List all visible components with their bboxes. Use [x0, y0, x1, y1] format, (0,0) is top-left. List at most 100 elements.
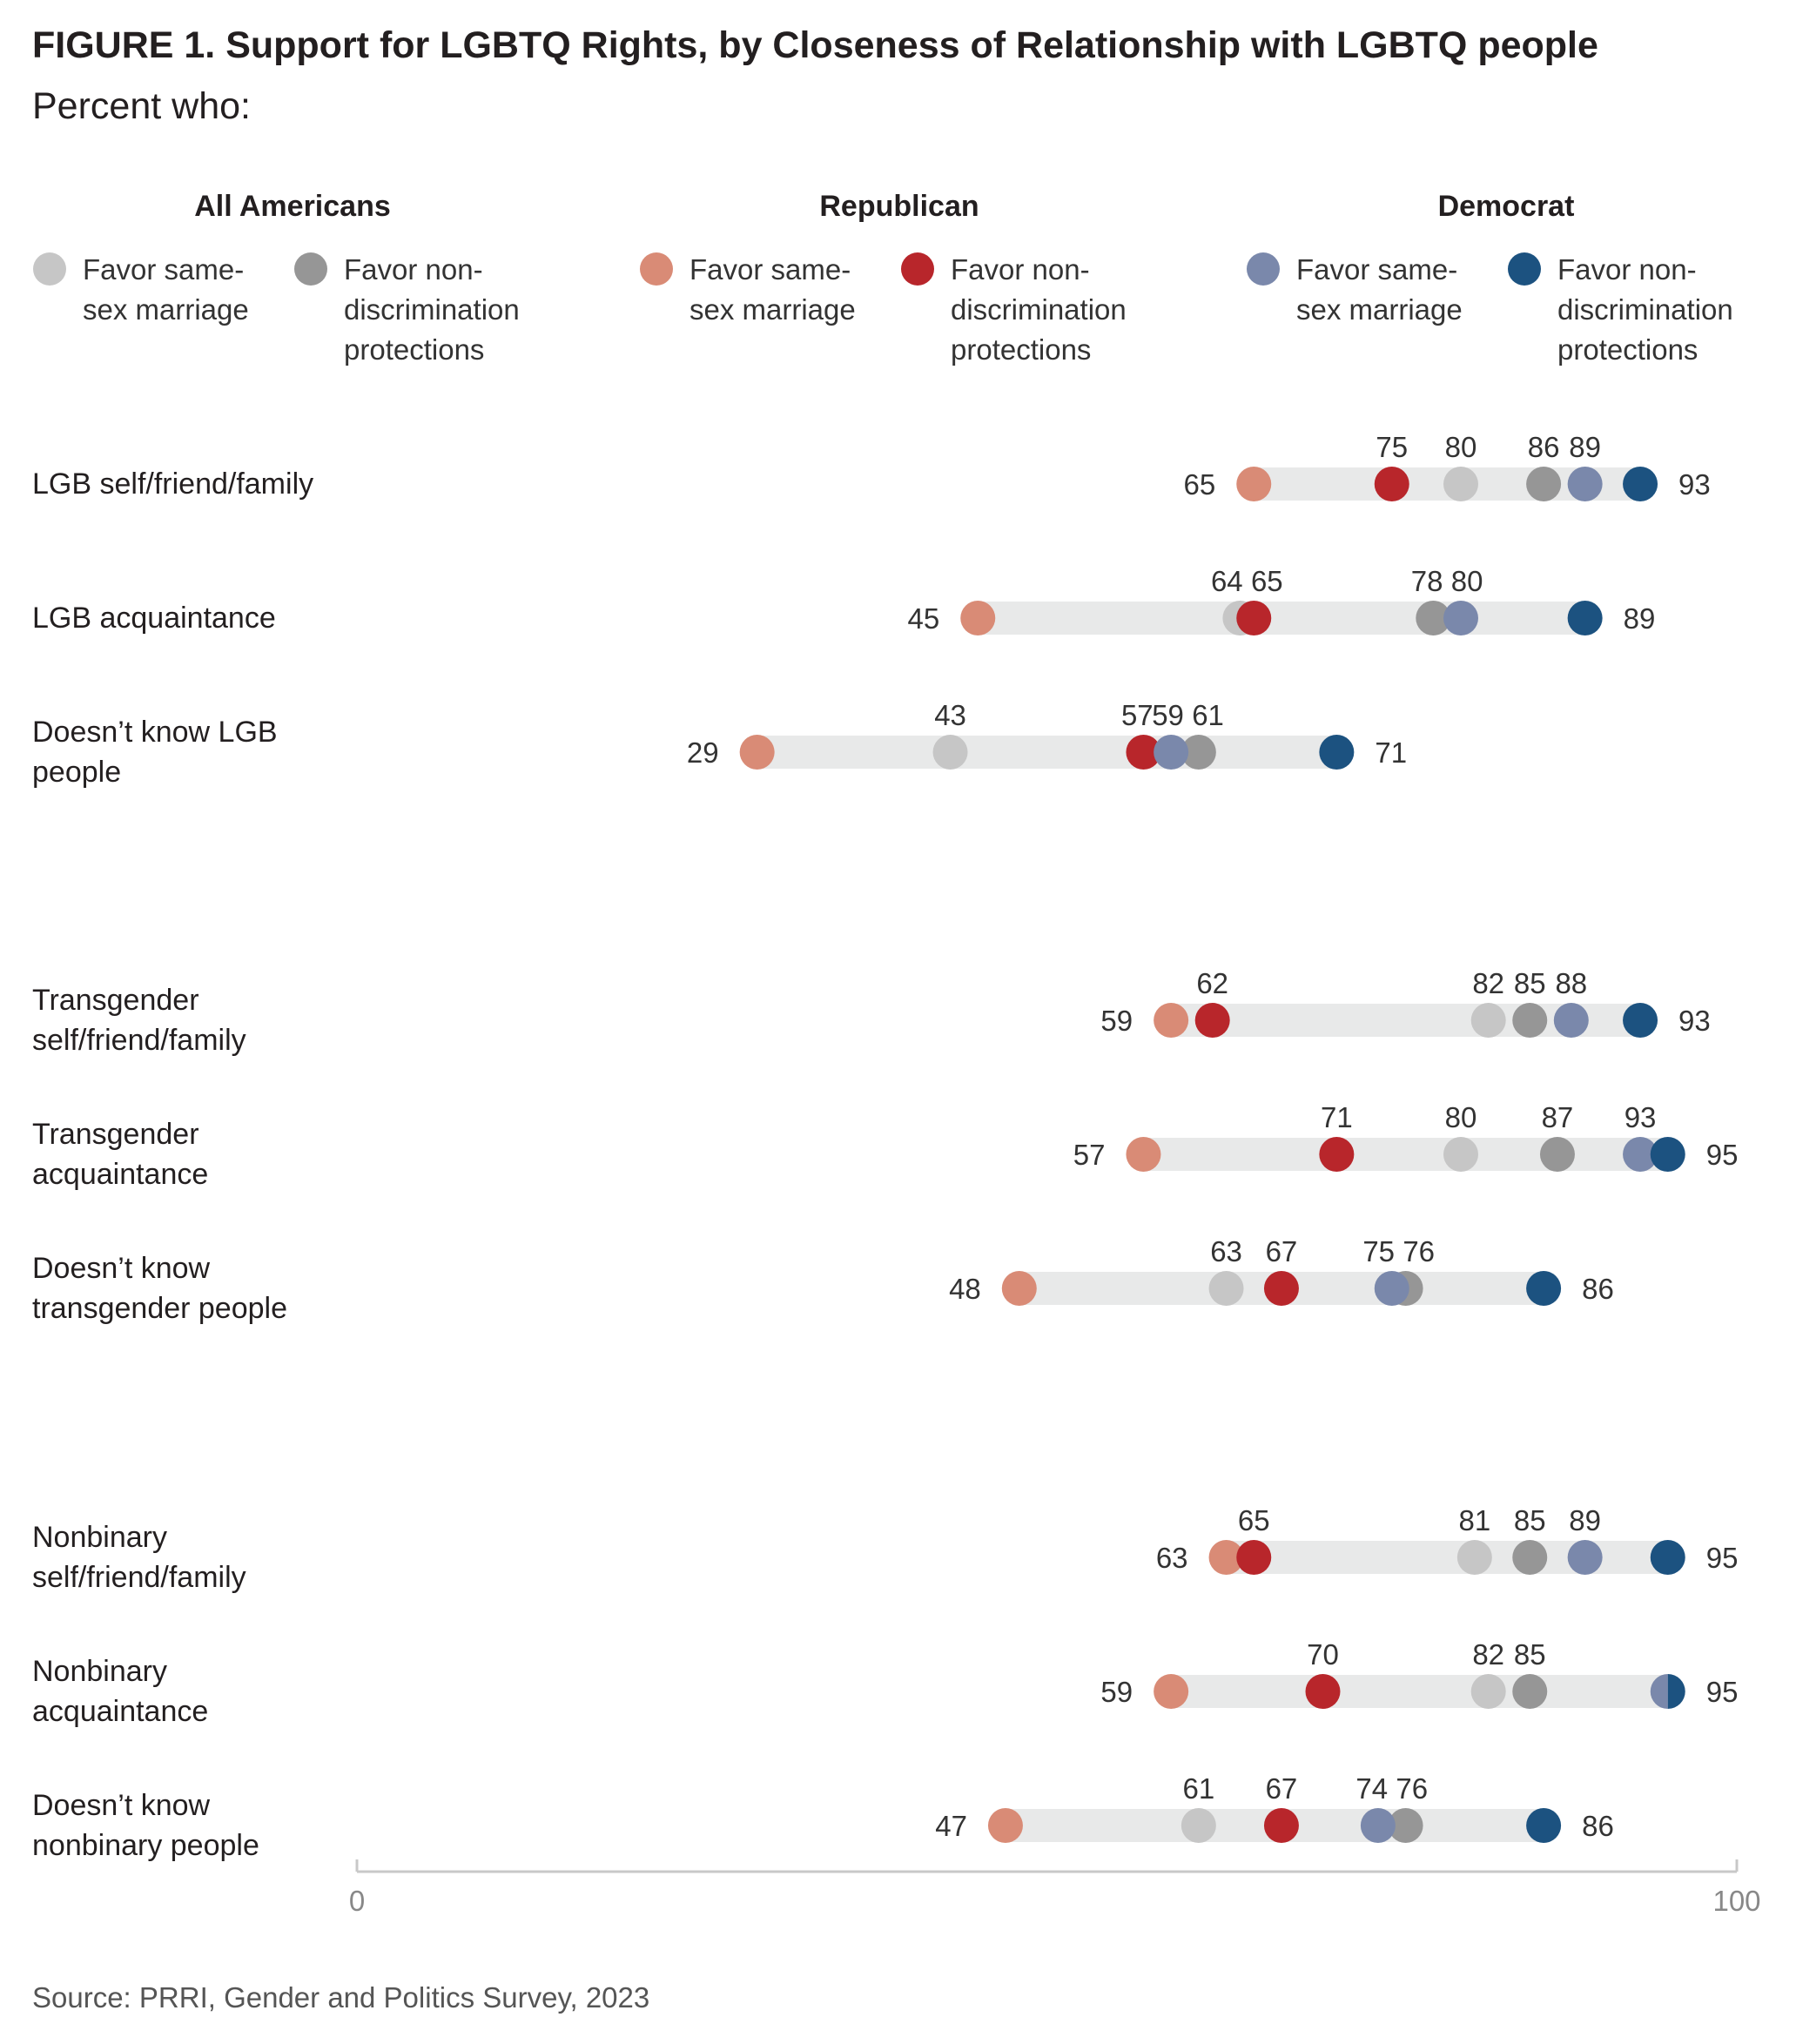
dot-all-nd — [1512, 1003, 1548, 1038]
dot-dem-ssm-half — [1650, 1674, 1668, 1709]
value-label-min: 65 — [1184, 468, 1216, 501]
row-label-nb-none: Doesn’t know nonbinary people — [32, 1789, 259, 1862]
value-label: 75 — [1362, 1235, 1395, 1267]
dot-rep-ssm — [1154, 1003, 1189, 1038]
dot-all-nd — [1181, 735, 1216, 770]
value-label-max: 86 — [1582, 1273, 1614, 1305]
value-label: 85 — [1514, 967, 1546, 999]
dot-all-nd — [1512, 1674, 1548, 1709]
value-label-max: 89 — [1624, 602, 1656, 635]
row-label-lgb-close: LGB self/friend/family — [32, 467, 314, 501]
dot-rep-ssm — [1154, 1674, 1189, 1709]
value-label: 80 — [1445, 431, 1477, 463]
dot-dem-ssm — [1443, 601, 1478, 635]
value-label: 62 — [1196, 967, 1228, 999]
legend-swatch-dem-ssm — [1247, 252, 1280, 286]
dot-dem-ssm — [1567, 1540, 1603, 1575]
row-label-nb-acquaintance: Nonbinary acquaintance — [32, 1655, 209, 1728]
dot-rep-ssm — [960, 601, 996, 635]
dot-dem-ssm — [1567, 467, 1603, 501]
dot-all-ssm — [1208, 1271, 1244, 1306]
dot-dem-nd — [1567, 601, 1603, 635]
dot-rep-ssm — [987, 1808, 1023, 1843]
dot-rep-ssm — [739, 735, 775, 770]
dot-all-ssm — [1443, 467, 1478, 501]
value-label-max: 71 — [1375, 736, 1407, 769]
row-label-trans-close: Transgender self/friend/family — [32, 984, 246, 1057]
dot-rep-ssm — [1126, 1137, 1161, 1172]
row-label-trans-none: Doesn’t know transgender people — [32, 1252, 288, 1325]
value-label: 89 — [1569, 431, 1601, 463]
legend-label-all-ssm: Favor same-sex marriage — [83, 253, 249, 326]
x-tick-label: 100 — [1712, 1885, 1760, 1917]
dot-rep-ssm — [1236, 467, 1272, 501]
legend-swatch-all-nd — [294, 252, 327, 286]
dot-rep-ssm — [1001, 1271, 1037, 1306]
value-label: 93 — [1624, 1101, 1657, 1133]
dot-rep-nd — [1263, 1808, 1299, 1843]
value-label-max: 95 — [1706, 1139, 1739, 1171]
chart-title: FIGURE 1. Support for LGBTQ Rights, by C… — [32, 24, 1598, 66]
value-label: 80 — [1451, 565, 1483, 597]
value-label-min: 48 — [949, 1273, 981, 1305]
value-label: 67 — [1266, 1235, 1298, 1267]
value-label: 89 — [1569, 1504, 1601, 1536]
value-label: 65 — [1251, 565, 1283, 597]
legend-label-rep-nd: Favor non-discrimination protections — [951, 253, 1127, 366]
value-label-min: 59 — [1100, 1005, 1133, 1037]
legend-group-republican: Republican — [819, 190, 979, 223]
row-label-trans-acquaintance: Transgender acquaintance — [32, 1118, 209, 1191]
value-label: 70 — [1307, 1638, 1339, 1671]
dot-dem-ssm — [1154, 735, 1189, 770]
value-label: 86 — [1528, 431, 1560, 463]
legend-label-dem-nd: Favor non-discrimination protections — [1557, 253, 1733, 366]
dot-dem-ssm — [1553, 1003, 1589, 1038]
dot-rep-nd — [1305, 1674, 1341, 1709]
dot-dem-nd — [1623, 467, 1658, 501]
dot-all-ssm — [1456, 1540, 1492, 1575]
dot-all-nd — [1526, 467, 1562, 501]
value-label-min: 57 — [1073, 1139, 1106, 1171]
dot-all-ssm — [932, 735, 968, 770]
value-label: 87 — [1542, 1101, 1574, 1133]
dot-rep-nd — [1319, 1137, 1355, 1172]
dot-all-ssm — [1470, 1674, 1506, 1709]
value-label-min: 63 — [1156, 1542, 1188, 1574]
value-label: 80 — [1445, 1101, 1477, 1133]
dot-dem-nd — [1526, 1808, 1562, 1843]
value-label: 81 — [1458, 1504, 1490, 1536]
dot-rep-nd — [1194, 1003, 1230, 1038]
value-label: 78 — [1411, 565, 1443, 597]
legend-swatch-rep-ssm — [640, 252, 673, 286]
dot-rep-nd — [1263, 1271, 1299, 1306]
value-label-min: 29 — [687, 736, 719, 769]
dot-dem-ssm — [1374, 1271, 1409, 1306]
dot-all-ssm — [1470, 1003, 1506, 1038]
legend-swatch-rep-nd — [901, 252, 934, 286]
value-label-max: 93 — [1678, 468, 1711, 501]
value-label: 61 — [1182, 1772, 1214, 1805]
value-label: 85 — [1514, 1638, 1546, 1671]
value-label: 75 — [1376, 431, 1408, 463]
dot-rep-nd — [1126, 735, 1161, 770]
x-tick-label: 0 — [349, 1885, 365, 1917]
dot-rep-ssm — [1208, 1540, 1244, 1575]
dot-all-nd — [1388, 1808, 1423, 1843]
value-label-min: 59 — [1100, 1676, 1133, 1708]
value-label: 43 — [934, 699, 966, 731]
value-label: 82 — [1472, 967, 1504, 999]
dot-all-nd — [1512, 1540, 1548, 1575]
legend-group-democrat: Democrat — [1437, 190, 1575, 223]
dot-dem-nd — [1319, 735, 1355, 770]
legend-label-rep-ssm: Favor same-sex marriage — [689, 253, 856, 326]
value-label-max: 95 — [1706, 1542, 1739, 1574]
value-label-max: 86 — [1582, 1810, 1614, 1842]
value-label: 57 — [1121, 699, 1154, 731]
dot-dem-ssm — [1360, 1808, 1396, 1843]
dot-all-ssm — [1443, 1137, 1478, 1172]
row-label-lgb-none: Doesn’t know LGB people — [32, 716, 278, 789]
source-note: Source: PRRI, Gender and Politics Survey… — [32, 1981, 650, 2014]
dot-rep-nd — [1236, 601, 1272, 635]
dot-dem-nd — [1526, 1271, 1562, 1306]
row-label-lgb-acquaintance: LGB acquaintance — [32, 602, 276, 635]
